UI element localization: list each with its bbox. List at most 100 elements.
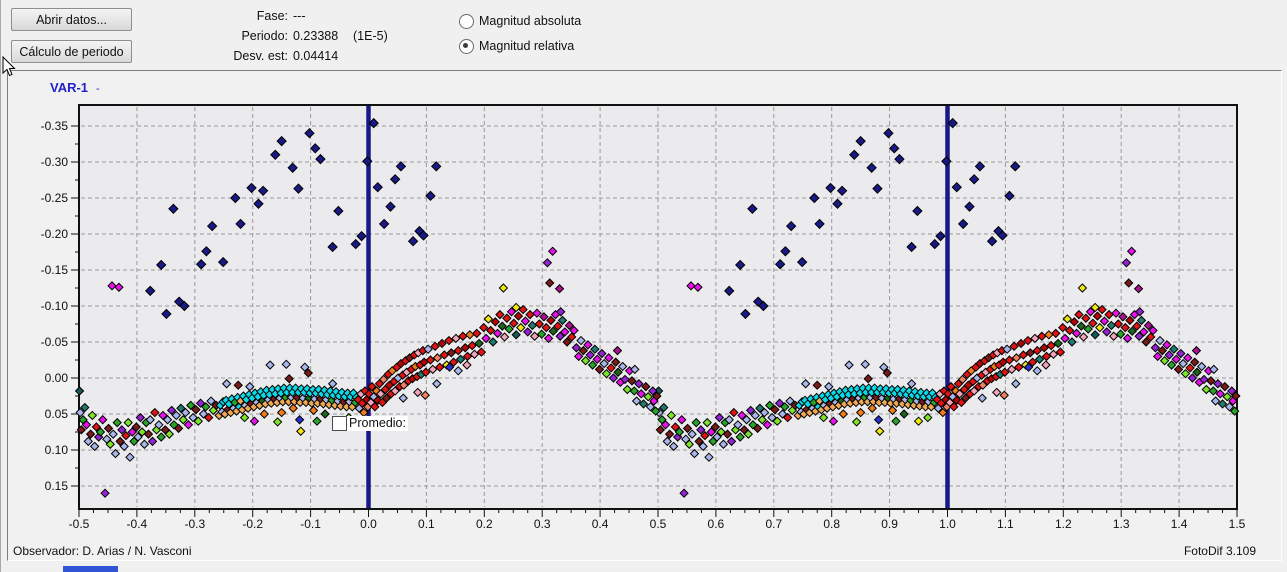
data-point [1004, 190, 1015, 202]
data-point [752, 423, 763, 434]
data-point [812, 380, 822, 390]
data-point [139, 439, 150, 449]
radio-magnitud-absoluta[interactable]: Magnitud absoluta [459, 13, 581, 29]
data-point [203, 412, 214, 423]
data-point [1139, 327, 1149, 337]
data-point [687, 429, 697, 439]
data-point [421, 367, 431, 377]
data-point [1209, 364, 1219, 375]
data-point [569, 325, 579, 336]
fase-value: --- [293, 9, 306, 23]
data-point [87, 410, 98, 421]
data-point [110, 448, 121, 459]
data-point [722, 429, 733, 439]
data-point [923, 412, 933, 423]
x-tick-label: -0.2 [242, 517, 263, 531]
data-point [735, 259, 746, 271]
open-data-button[interactable]: Abrir datos... [11, 8, 132, 31]
data-point [523, 327, 533, 337]
data-point [698, 441, 708, 452]
data-point [281, 359, 291, 370]
data-point [1032, 345, 1042, 356]
data-point [1062, 314, 1073, 324]
data-point [960, 393, 971, 403]
data-point [867, 403, 877, 413]
promedio-checkbox-group[interactable]: Promedio: [332, 416, 408, 431]
data-point [127, 427, 137, 437]
data-point [1034, 354, 1045, 364]
period-calc-button[interactable]: Cálculo de periodo [11, 40, 132, 63]
data-point [320, 409, 330, 419]
data-point [838, 409, 848, 419]
data-point [745, 405, 756, 416]
data-point [906, 379, 917, 389]
data-point [385, 201, 396, 212]
radio-label-absoluta: Magnitud absoluta [479, 14, 582, 28]
x-tick-label: -0.5 [69, 517, 90, 531]
data-point [1099, 316, 1110, 326]
data-point [186, 400, 196, 411]
data-point [684, 439, 694, 449]
data-point [1157, 345, 1168, 356]
data-point [437, 338, 447, 349]
data-point [828, 416, 839, 426]
data-point [604, 353, 614, 363]
y-tick-label: -0.20 [41, 227, 69, 241]
data-point [121, 430, 131, 441]
data-point [590, 344, 600, 354]
radio-circle-relativa[interactable] [459, 38, 474, 54]
data-point [755, 403, 765, 413]
data-point [999, 390, 1009, 400]
data-point [849, 149, 860, 161]
data-point [529, 331, 540, 341]
y-tick-label: 0.00 [45, 371, 69, 385]
data-point [1143, 320, 1154, 331]
promedio-checkbox[interactable] [332, 416, 347, 431]
data-point [906, 241, 917, 253]
data-point [660, 420, 671, 430]
data-point [135, 412, 146, 423]
data-point [855, 135, 866, 147]
data-point [1171, 354, 1181, 364]
data-point [567, 332, 577, 342]
radio-magnitud-relativa[interactable]: Magnitud relativa [459, 38, 574, 54]
data-point [115, 436, 125, 447]
data-point [1224, 402, 1235, 412]
data-point [448, 357, 459, 367]
data-point [195, 259, 207, 270]
data-point [300, 362, 310, 372]
data-point [1190, 357, 1200, 367]
data-point [750, 410, 760, 421]
x-tick-label: 1.2 [1055, 517, 1072, 531]
promedio-label: Promedio: [347, 416, 408, 431]
data-point [774, 259, 786, 270]
data-point [154, 420, 164, 430]
data-point [1007, 364, 1017, 375]
data-point [1118, 312, 1128, 322]
data-point [641, 381, 651, 392]
data-point [1060, 333, 1070, 344]
data-point [1141, 337, 1151, 347]
data-point [502, 313, 512, 323]
data-point [1136, 315, 1147, 326]
data-point [497, 321, 507, 331]
data-point [125, 452, 135, 462]
x-tick-label: 0.2 [476, 517, 493, 531]
radio-circle-absoluta[interactable] [459, 13, 474, 29]
data-point [483, 314, 494, 324]
data-point [467, 340, 477, 351]
data-point [785, 396, 795, 406]
data-point [532, 308, 542, 318]
data-point [1155, 335, 1165, 346]
data-point [370, 402, 380, 412]
data-point [682, 423, 693, 434]
data-point [1113, 319, 1124, 329]
data-point [693, 282, 703, 292]
data-point [564, 320, 575, 331]
data-point [158, 410, 168, 421]
data-point [1176, 348, 1186, 359]
data-point [89, 441, 100, 452]
data-point [1067, 337, 1077, 347]
data-point [108, 429, 118, 439]
